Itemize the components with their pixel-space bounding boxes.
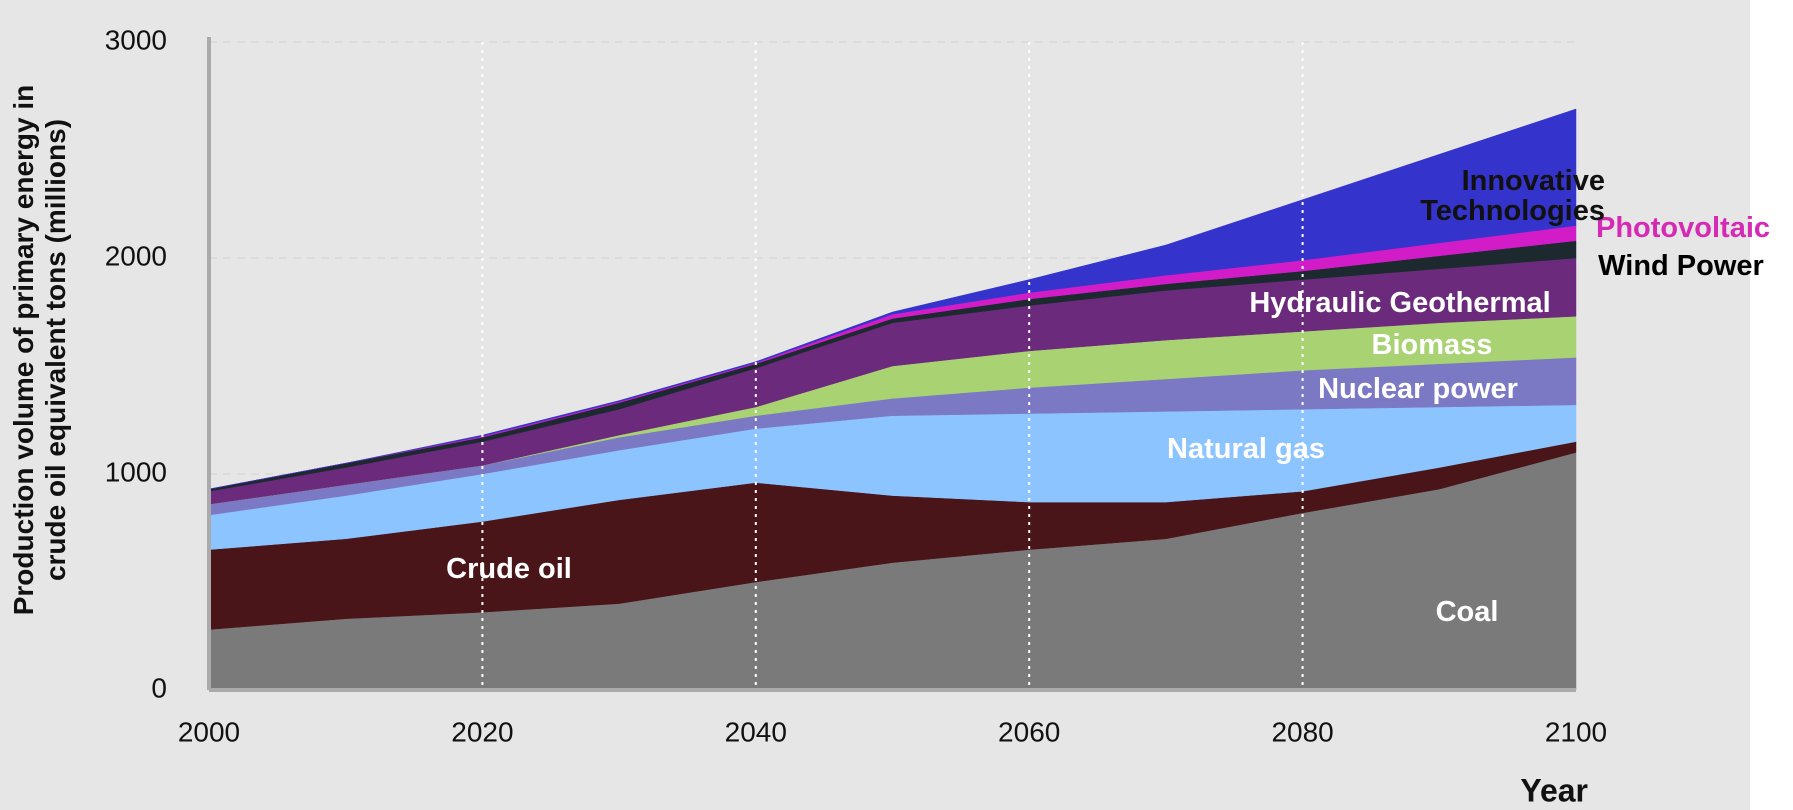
y-tick-label: 3000 — [105, 24, 167, 55]
x-tick-label: 2040 — [725, 716, 787, 747]
series-label: Wind Power — [1598, 250, 1764, 282]
series-label: Coal — [1435, 596, 1499, 628]
x-tick-label: 2000 — [178, 716, 240, 747]
y-tick-label: 1000 — [105, 456, 167, 487]
series-label: Nuclear power — [1318, 373, 1518, 405]
y-axis-title-line: Production volume of primary energy in — [8, 85, 39, 616]
x-axis-title: Year — [1520, 772, 1588, 808]
x-tick-label: 2060 — [998, 716, 1060, 747]
x-tick-label: 2020 — [451, 716, 513, 747]
x-tick-label: 2100 — [1545, 716, 1607, 747]
y-axis-title: Production volume of primary energy incr… — [8, 85, 71, 616]
series-label: Innovative Technologies — [1420, 165, 1605, 227]
series-label: Biomass — [1371, 329, 1493, 361]
series-label: Hydraulic Geothermal — [1249, 287, 1551, 319]
y-tick-label: 0 — [151, 672, 167, 703]
x-tick-label: 2080 — [1271, 716, 1333, 747]
series-label: Crude oil — [446, 553, 572, 585]
series-label: Photovoltaic — [1595, 212, 1771, 244]
series-label: Natural gas — [1167, 433, 1325, 465]
y-tick-label: 2000 — [105, 240, 167, 271]
y-axis-title-line: crude oil equivalent tons (millions) — [40, 119, 71, 581]
area — [208, 108, 1577, 490]
